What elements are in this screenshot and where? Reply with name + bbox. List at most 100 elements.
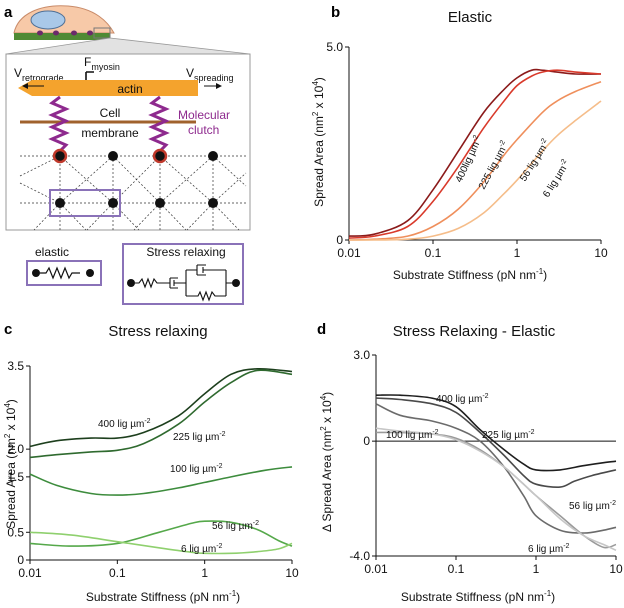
legend-relax-node-left <box>127 279 135 287</box>
legend-relax-box <box>122 243 244 305</box>
x-tick-label: 0.01 <box>18 566 42 580</box>
x-tick-label: 0.01 <box>364 562 388 576</box>
clutch-label-2: clutch <box>188 123 219 137</box>
actin-filament <box>18 80 198 96</box>
adhesion-2 <box>53 30 59 36</box>
clutch-spring-2 <box>148 95 170 153</box>
series-line-c-2 <box>29 466 293 496</box>
y-tick-label: 0 <box>17 553 24 567</box>
y-tick-label: 1.5 <box>7 470 24 484</box>
adhesion-4 <box>87 30 93 36</box>
v-retrograde-label: Vretrograde <box>14 66 64 83</box>
series-line-d-4 <box>375 427 617 552</box>
panel-c-ylabel: Spread Area (nm2 x 104) <box>3 399 18 529</box>
series-line-b-1 <box>348 69 602 239</box>
y-tick-label: 0 <box>336 233 343 247</box>
legend-elastic-node-left <box>32 269 40 277</box>
x-tick-label: 10 <box>609 562 623 576</box>
panel-d-ylabel: Δ Spread Area (nm2 x 104) <box>319 392 334 532</box>
x-tick-label: 0.01 <box>337 246 361 260</box>
series-line-c-4 <box>29 531 293 555</box>
clutch-label-1: Molecular <box>178 108 230 122</box>
annot-c-225: 225 lig µm-2 <box>173 431 226 443</box>
y-tick-label: 0.5 <box>7 525 24 539</box>
annot-b-400: 400lig µm-2 <box>453 134 485 184</box>
x-tick-label: 0.1 <box>109 566 126 580</box>
legend-relax-dashpot <box>163 277 184 289</box>
bound-node-1 <box>52 148 68 164</box>
lattice-node <box>208 151 218 161</box>
panel-c-xlabel: Substrate Stiffness (pN nm-1) <box>86 589 240 604</box>
panel-d-xlabel: Substrate Stiffness (pN nm-1) <box>401 589 555 604</box>
substrate-strip <box>14 33 110 40</box>
legend-elastic-node-right <box>86 269 94 277</box>
f-myosin-label: Fmyosin <box>84 55 120 72</box>
legend-relax-node-right <box>232 279 240 287</box>
panel-d: d Stress Relaxing - Elastic 0.01 0.1 1 10 3.… <box>317 321 623 604</box>
plot-d: 0.01 0.1 1 10 3.0 0 -4.0 <box>349 348 623 576</box>
plot-c: 0.01 0.1 1 10 0 0.5 1.5 2.0 3.5 <box>7 359 299 580</box>
cell-nucleus <box>30 10 66 30</box>
zoom-box-small <box>93 27 111 39</box>
myosin-marker <box>85 71 94 80</box>
panel-b-xlabel: Substrate Stiffness (pN nm-1) <box>393 267 547 282</box>
y-tick-label: 3.0 <box>353 348 370 362</box>
series-line-c-1 <box>29 369 293 459</box>
y-tick-label: 3.5 <box>7 359 24 373</box>
x-tick-label: 10 <box>285 566 299 580</box>
annot-d-225: 225 lig µm-2 <box>482 429 535 441</box>
zoom-wedge <box>5 37 251 55</box>
annot-c-56: 56 lig µm-2 <box>212 520 259 532</box>
x-tick-label: 1 <box>533 562 540 576</box>
retrograde-arrowhead <box>22 83 28 89</box>
panel-c-label: c <box>4 321 12 338</box>
series-line-b-0 <box>348 68 602 237</box>
panel-c: c Stress relaxing 0.01 0.1 1 10 0 0.5 1.5 2.0 3.… <box>3 321 299 604</box>
lattice-highlight-box <box>49 189 121 217</box>
plot-b: 0.01 0.1 1 10 0 5.0 <box>326 40 608 260</box>
legend-relax-parallel <box>184 269 232 302</box>
lattice-node <box>108 151 118 161</box>
series-line-b-2 <box>348 80 602 241</box>
clutch-spring-1 <box>48 95 70 153</box>
annot-d-100: 100 lig µm-2 <box>386 429 439 441</box>
adhesion-1 <box>37 30 43 36</box>
spreading-arrowhead <box>216 83 222 89</box>
legend-relax-label: Stress relaxing <box>146 245 225 259</box>
membrane-label-1: Cell <box>100 106 121 120</box>
panel-b-ylabel: Spread Area (nm2 x 104) <box>311 77 326 207</box>
series-line-d-0 <box>375 394 617 472</box>
annot-c-6: 6 lig µm-2 <box>181 543 223 555</box>
x-tick-label: 1 <box>514 246 521 260</box>
panel-a-label: a <box>4 4 13 21</box>
series-line-d-3 <box>375 431 617 549</box>
annot-d-6: 6 lig µm-2 <box>528 543 570 555</box>
series-line-d-1 <box>375 397 617 488</box>
lattice-node <box>155 198 165 208</box>
legend-elastic-spring <box>40 266 80 280</box>
legend-relax-dashpot-top <box>196 264 213 276</box>
panel-b-title: Elastic <box>448 9 493 26</box>
annot-c-100: 100 lig µm-2 <box>170 463 223 475</box>
panel-c-title: Stress relaxing <box>108 323 207 340</box>
series-line-c-0 <box>29 367 293 448</box>
x-tick-label: 10 <box>594 246 608 260</box>
x-tick-label: 0.1 <box>425 246 442 260</box>
actin-label: actin <box>117 82 142 96</box>
adhesion-3 <box>71 30 77 36</box>
annot-b-56: 56 lig µm-2 <box>517 137 552 183</box>
annot-d-56: 56 lig µm-2 <box>569 500 616 512</box>
bound-node-2 <box>152 148 168 164</box>
y-tick-label: -4.0 <box>349 549 370 563</box>
series-line-b-3 <box>348 100 602 241</box>
v-spreading-label: Vspreading <box>186 66 234 83</box>
lattice-node <box>55 198 65 208</box>
panel-b-label: b <box>331 4 340 21</box>
lattice-node <box>108 198 118 208</box>
x-tick-label: 1 <box>201 566 208 580</box>
panel-b: b Elastic 0.01 0.1 1 10 0 5.0 Substrate Stiff… <box>311 4 608 282</box>
panel-d-title: Stress Relaxing - Elastic <box>393 323 556 340</box>
legend-elastic-label: elastic <box>35 245 69 259</box>
annot-d-400: 400 lig µm-2 <box>436 393 489 405</box>
